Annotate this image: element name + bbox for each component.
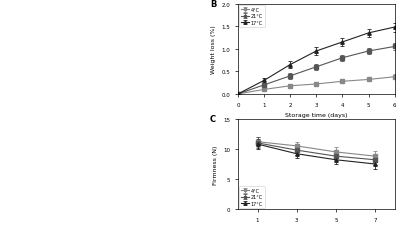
Text: A: A — [4, 7, 12, 17]
Legend: 4°C, 21°C, 17°C: 4°C, 21°C, 17°C — [240, 6, 265, 28]
Legend: 4°C, 21°C, 17°C: 4°C, 21°C, 17°C — [240, 186, 265, 208]
Text: B: B — [210, 0, 216, 9]
Y-axis label: Weight loss (%): Weight loss (%) — [211, 25, 216, 74]
X-axis label: Storage time (days): Storage time (days) — [285, 113, 348, 118]
Y-axis label: Firmness (N): Firmness (N) — [213, 145, 218, 184]
Text: C: C — [210, 115, 216, 124]
